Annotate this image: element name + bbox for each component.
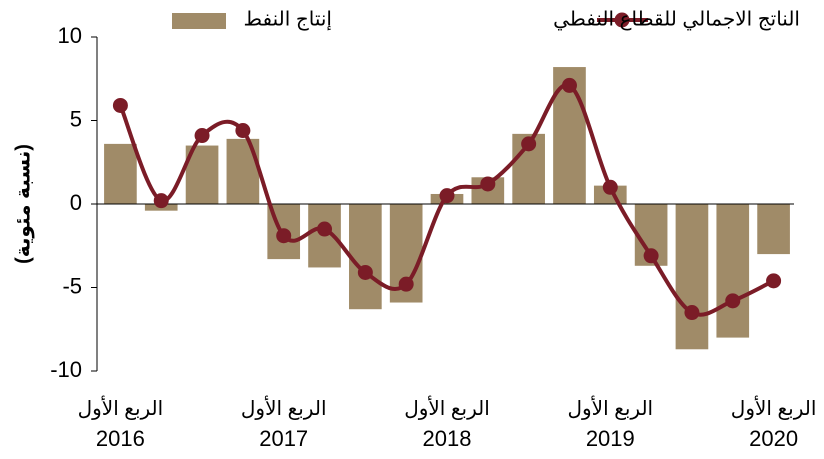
- line-marker: [153, 193, 169, 209]
- legend-label: الناتج الاجمالي للقطاع النفطي: [553, 8, 800, 31]
- line-marker: [357, 264, 373, 280]
- bar: [675, 204, 709, 350]
- line-marker: [602, 179, 618, 195]
- legend-label: إنتاج النفط: [243, 8, 332, 31]
- line-marker: [684, 305, 700, 321]
- x-tick-label: الربع الأول 2018: [404, 396, 490, 451]
- line-marker: [276, 228, 292, 244]
- line-marker: [398, 276, 414, 292]
- y-tick-label: 0: [70, 190, 82, 215]
- y-tick-label: -10: [50, 357, 82, 382]
- line-marker: [725, 293, 741, 309]
- y-tick-label: -5: [62, 273, 82, 298]
- line-marker: [194, 128, 210, 144]
- x-tick-label: الربع الأول 2017: [241, 396, 327, 451]
- bar: [226, 138, 260, 204]
- y-tick-label: 10: [58, 23, 82, 48]
- line-marker: [317, 221, 333, 237]
- y-tick-label: 5: [70, 106, 82, 131]
- x-tick-label: الربع الأول 2019: [567, 396, 653, 451]
- legend-marker: [614, 12, 630, 28]
- line-marker: [643, 248, 659, 264]
- x-tick-label: الربع الأول 2016: [78, 396, 164, 451]
- x-tick-label: الربع الأول 2020: [731, 396, 817, 451]
- line-marker: [235, 123, 251, 139]
- line-marker: [766, 273, 782, 289]
- line-marker: [112, 97, 128, 113]
- line-marker: [439, 188, 455, 204]
- line-marker: [521, 136, 537, 152]
- bar: [104, 143, 137, 204]
- line-marker: [480, 176, 496, 192]
- bar: [349, 204, 382, 310]
- y-axis-label: (نسبة مئوية): [12, 144, 34, 264]
- bar: [716, 204, 750, 338]
- bar: [757, 204, 790, 255]
- legend-swatch: [172, 13, 226, 29]
- line-marker: [561, 77, 577, 93]
